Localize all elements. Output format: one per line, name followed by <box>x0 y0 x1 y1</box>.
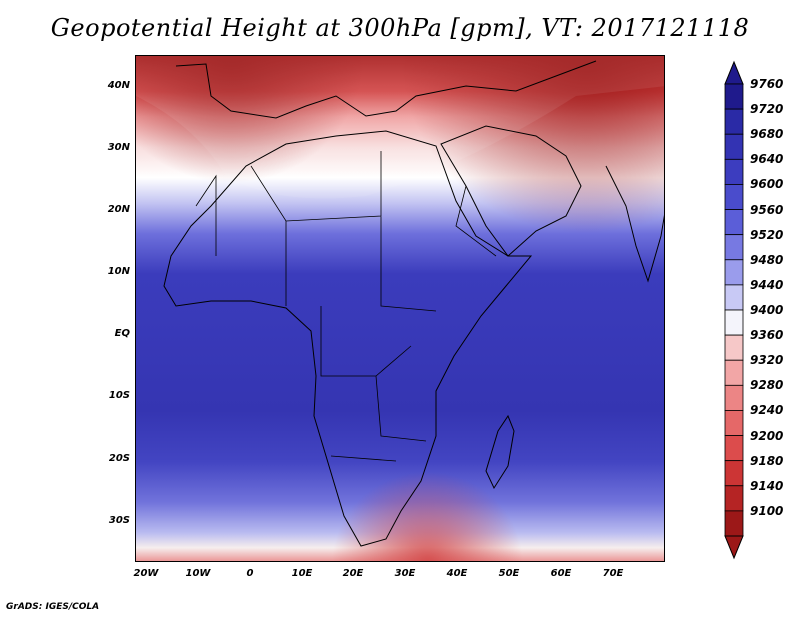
x-label-50e: 50E <box>498 568 520 579</box>
colorbar-label: 9280 <box>750 378 784 393</box>
colorbar-bottom-arrow <box>724 535 744 560</box>
colorbar-label: 9520 <box>750 227 784 242</box>
colorbar-label: 9240 <box>750 403 784 418</box>
colorbar-label: 9640 <box>750 152 784 167</box>
colorbar-label: 9720 <box>750 102 784 117</box>
map-title: Geopotential Height at 300hPa [gpm], VT:… <box>50 14 750 42</box>
colorbar-label: 9200 <box>750 428 784 443</box>
x-label-60e: 60E <box>550 568 572 579</box>
colorbar-label: 9680 <box>750 127 784 142</box>
colorbar-label: 9100 <box>750 503 784 518</box>
y-label-30n: 30N <box>107 142 130 153</box>
colorbar-label: 9180 <box>750 453 784 468</box>
colorbar-segment <box>724 309 744 336</box>
colorbar-segment <box>724 184 744 210</box>
colorbar-label: 9360 <box>750 328 784 343</box>
y-label-40n: 40N <box>107 80 130 91</box>
colorbar-segment <box>724 83 744 110</box>
country-borders <box>195 151 497 462</box>
x-label-20w: 20W <box>133 568 159 579</box>
colorbar-segment <box>724 334 744 361</box>
x-label-40e: 40E <box>446 568 468 579</box>
colorbar-segment <box>724 284 744 311</box>
colorbar-segment <box>724 384 744 411</box>
colorbar-segment <box>724 209 744 236</box>
x-label-10e: 10E <box>291 568 313 579</box>
height-field-map <box>136 56 664 561</box>
colorbar-label: 9600 <box>750 177 784 192</box>
arabia-coastline <box>440 125 582 257</box>
colorbar-label: 9480 <box>750 252 784 267</box>
colorbar-top-arrow <box>724 60 744 85</box>
grads-credit: GrADS: IGES/COLA <box>6 602 100 612</box>
colorbar-segment <box>724 410 744 436</box>
colorbar-segment <box>724 510 744 537</box>
map-plot-area <box>135 55 665 562</box>
colorbar-label: 9320 <box>750 353 784 368</box>
colorbar-segment <box>724 435 744 462</box>
x-label-0: 0 <box>246 568 254 579</box>
india-coastline <box>605 165 664 283</box>
y-label-20n: 20N <box>107 204 130 215</box>
colorbar-label: 9400 <box>750 303 784 317</box>
colorbar-label: 9440 <box>750 277 784 292</box>
colorbar-label: 9760 <box>750 77 784 91</box>
colorbar-segment <box>724 133 744 160</box>
y-label-eq: EQ <box>114 328 130 339</box>
colorbar-label: 9560 <box>750 202 784 217</box>
y-label-30s: 30S <box>108 515 130 526</box>
colorbar-segment <box>724 460 744 487</box>
colorbar-segment <box>724 259 744 286</box>
x-label-70e: 70E <box>602 568 624 579</box>
x-label-20e: 20E <box>342 568 364 579</box>
x-label-10w: 10W <box>185 568 211 579</box>
colorbar-label: 9140 <box>750 478 784 493</box>
colorbar-segment <box>724 485 744 512</box>
x-label-30e: 30E <box>394 568 416 579</box>
europe-coastline <box>175 60 597 119</box>
y-label-10n: 10N <box>107 266 130 277</box>
colorbar-segment <box>724 359 744 386</box>
y-label-10s: 10S <box>108 390 130 401</box>
y-label-20s: 20S <box>108 453 130 464</box>
colorbar <box>724 60 744 560</box>
colorbar-segment <box>724 108 744 135</box>
colorbar-segment <box>724 158 744 185</box>
africa-coastline <box>163 130 533 547</box>
madagascar-coastline <box>485 414 515 490</box>
colorbar-segment <box>724 234 744 261</box>
